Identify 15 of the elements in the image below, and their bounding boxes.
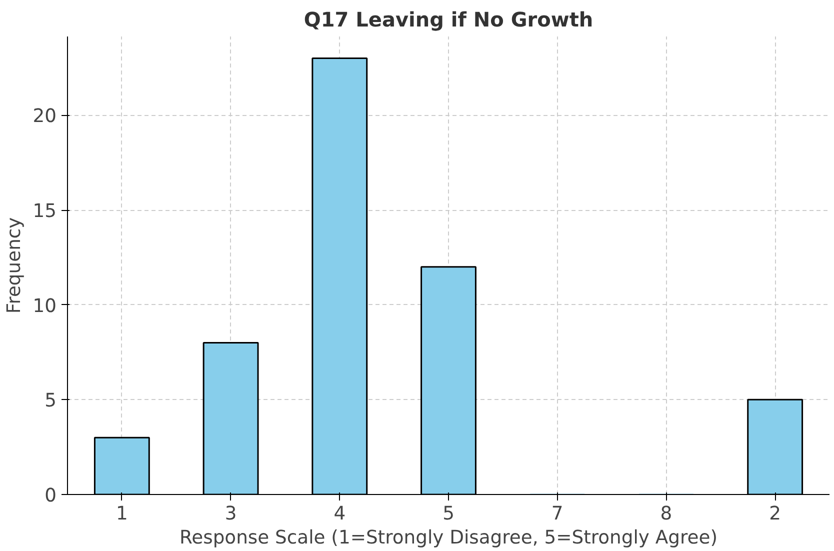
x-tick-label: 7 (551, 504, 564, 524)
x-tick-label: 3 (224, 504, 237, 524)
x-tick-label: 2 (769, 504, 782, 524)
y-tick-label: 20 (32, 106, 57, 128)
x-tick-label: 8 (660, 504, 672, 524)
y-tick-label: 0 (44, 486, 57, 506)
y-axis-title: Frequency (4, 217, 25, 314)
chart-title: Q17 Leaving if No Growth (304, 8, 594, 32)
y-tick-label: 15 (32, 201, 57, 222)
x-tick-label: 5 (442, 504, 454, 524)
x-axis-title: Response Scale (1=Strongly Disagree, 5=Strongly Agree) (180, 528, 718, 548)
x-tick-label: 1 (116, 504, 128, 524)
y-tick-label: 10 (32, 296, 57, 317)
y-tick-label: 5 (44, 390, 57, 412)
x-tick-label: 4 (334, 504, 346, 524)
